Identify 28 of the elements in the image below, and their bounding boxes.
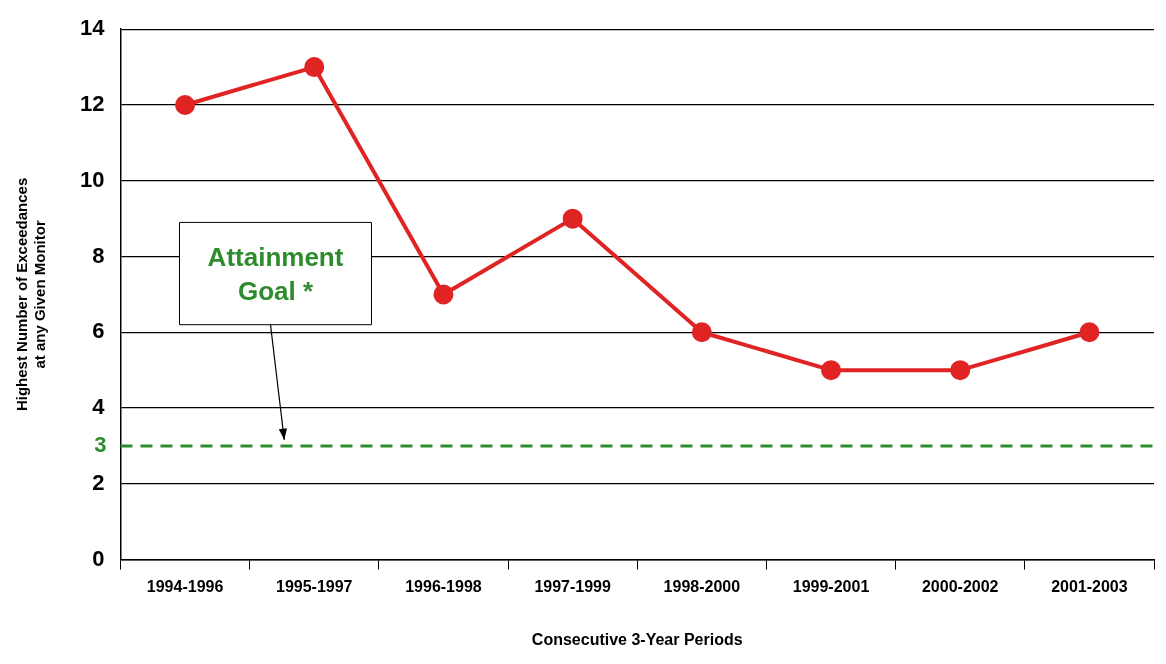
y-tick-label: 4 (92, 394, 106, 420)
point (1079, 322, 1100, 343)
y-tick-label: 10 (79, 166, 105, 192)
x-tick-label: 1999-2001 (792, 577, 870, 595)
ref-line-label: 3 (94, 432, 107, 458)
x-axis-title: Consecutive 3-Year Periods (531, 630, 743, 648)
y-tick-label: 14 (79, 15, 106, 41)
y-tick-label: 0 (92, 545, 105, 571)
y-axis-title: Highest Number of Exceedances at any Given Monitor (13, 177, 49, 412)
point (433, 284, 454, 305)
x-tick-label: 1996-1998 (405, 577, 482, 595)
point (950, 360, 971, 381)
x-tick-label: 1994-1996 (146, 577, 224, 595)
point (175, 94, 196, 115)
x-tick-label: 1997-1999 (534, 577, 611, 595)
x-tick-label: 2001-2003 (1051, 577, 1128, 595)
point (562, 208, 583, 229)
y-tick-label: 6 (92, 318, 105, 344)
x-tick-label: 2000-2002 (921, 577, 999, 595)
y-tick-label: 2 (92, 469, 105, 495)
x-tick-label: 1995-1997 (276, 577, 353, 595)
y-tick-label: 8 (92, 242, 105, 268)
y-tick-label: 12 (79, 91, 105, 117)
point (691, 322, 712, 343)
annotation: Attainment Goal * (207, 241, 344, 306)
x-tick-label: 1998-2000 (663, 577, 741, 595)
point (821, 360, 842, 381)
point (304, 57, 325, 78)
